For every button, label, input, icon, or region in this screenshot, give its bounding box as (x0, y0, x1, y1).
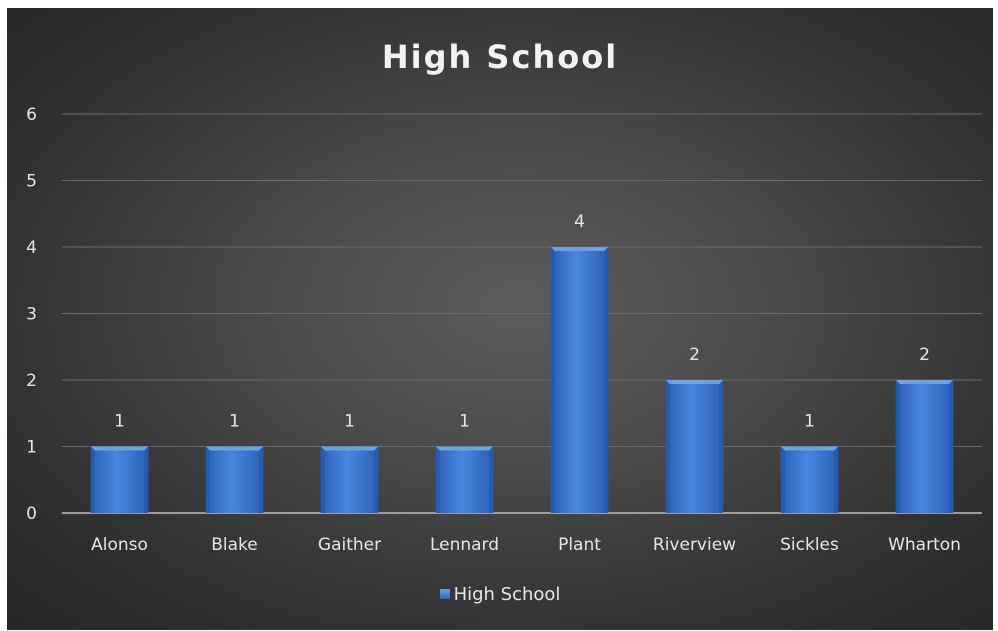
bar (895, 380, 954, 513)
legend-label: High School (453, 584, 561, 605)
bar-body (320, 446, 379, 513)
bar-bevel-right (144, 446, 149, 513)
data-label: 1 (344, 412, 355, 432)
bar-bevel-right (604, 247, 609, 513)
data-label: 4 (574, 212, 585, 232)
x-tick-label: Wharton (888, 535, 961, 555)
y-tick-label: 5 (26, 172, 37, 192)
data-label: 2 (689, 345, 700, 365)
bar-body (90, 446, 149, 513)
bar-bevel-top (90, 446, 149, 451)
y-tick-label: 1 (26, 438, 37, 458)
y-tick-label: 6 (26, 105, 37, 125)
bar (550, 247, 609, 513)
bar-body (665, 380, 724, 513)
bar-bevel-right (949, 380, 954, 513)
bar (665, 380, 724, 513)
x-tick-label: Blake (211, 535, 258, 555)
bar-bevel-right (719, 380, 724, 513)
bar-body (780, 446, 839, 513)
bar-bevel-left (90, 446, 95, 513)
legend-swatch (439, 589, 450, 599)
x-tick-label: Sickles (780, 535, 839, 555)
bar-body (550, 247, 609, 513)
data-label: 1 (229, 412, 240, 432)
axes: 0 1 2 3 4 5 6 (26, 105, 982, 524)
bars (90, 247, 954, 513)
data-label: 1 (114, 412, 125, 432)
labels: 1 Alonso 1 Blake 1 Gaither 1 Lennard 4 Plant 2 Rive… (91, 212, 961, 555)
legend: High School (7, 584, 993, 605)
bar-bevel-top (435, 446, 494, 451)
bar-bevel-top (550, 247, 609, 251)
chart-area: High School 0 1 2 3 4 5 6 1 Alonso 1 Blake 1 Gaithe… (7, 8, 993, 630)
y-tick-label: 4 (26, 238, 37, 258)
bar-body (895, 380, 954, 513)
bar-body (205, 446, 264, 513)
bar (320, 446, 379, 513)
data-label: 1 (459, 412, 470, 432)
x-tick-label: Plant (558, 535, 601, 555)
bar-bevel-top (665, 380, 724, 384)
data-label: 1 (804, 412, 815, 432)
bar-bevel-left (205, 446, 210, 513)
bar-bevel-top (205, 446, 264, 451)
data-label: 2 (919, 345, 930, 365)
x-tick-label: Gaither (318, 535, 381, 555)
bar-bevel-left (895, 380, 900, 513)
bar (205, 446, 264, 513)
bar-bevel-left (780, 446, 785, 513)
bar-bevel-left (320, 446, 325, 513)
bar-bevel-right (489, 446, 494, 513)
x-tick-label: Riverview (653, 535, 736, 555)
x-tick-label: Lennard (430, 535, 499, 555)
bar-bevel-left (665, 380, 670, 513)
bar-bevel-right (374, 446, 379, 513)
y-tick-label: 0 (26, 504, 37, 524)
bar-body (435, 446, 494, 513)
y-tick-label: 3 (26, 305, 37, 325)
x-tick-label: Alonso (91, 535, 148, 555)
bar (90, 446, 149, 513)
bar-bevel-right (834, 446, 839, 513)
y-tick-label: 2 (26, 371, 37, 391)
bar-bevel-left (550, 247, 555, 513)
bar (780, 446, 839, 513)
chart-title: High School (381, 38, 619, 76)
bar-bevel-left (435, 446, 440, 513)
bar-bevel-top (895, 380, 954, 384)
plot-area: 0 1 2 3 4 5 6 1 Alonso 1 Blake 1 Gaither 1 Lennard 4 Pl… (26, 105, 982, 555)
bar-bevel-right (259, 446, 264, 513)
bar-bevel-top (320, 446, 379, 451)
gridlines (62, 113, 982, 447)
bar-bevel-top (780, 446, 839, 451)
bar (435, 446, 494, 513)
